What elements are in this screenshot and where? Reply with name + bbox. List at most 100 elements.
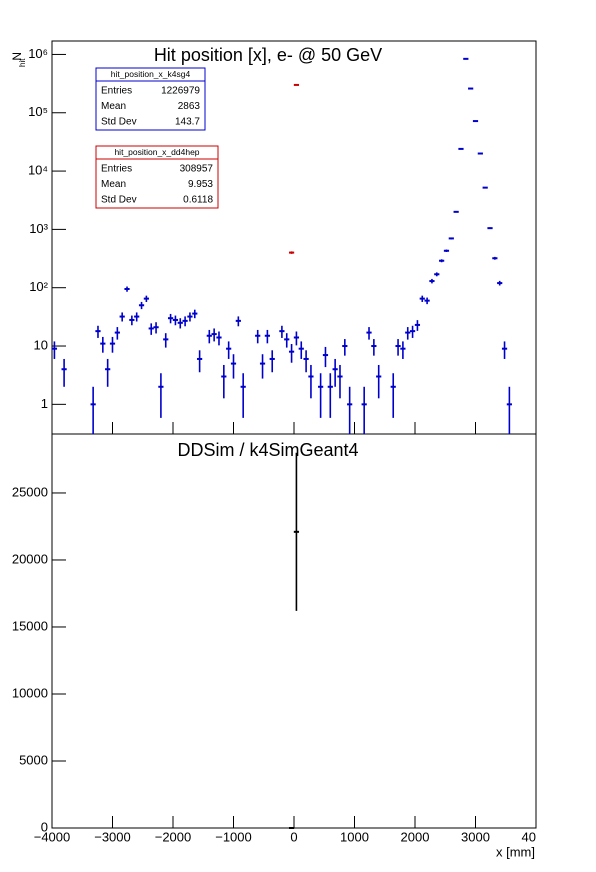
data-point [443,249,450,253]
data-point [409,325,416,338]
stat-title: hit_position_x_k4sg4 [111,69,191,79]
x-tick-label: −4000 [34,829,71,844]
data-point [288,251,295,254]
stat-label: Entries [101,86,132,97]
data-point [259,354,266,379]
data-point [303,350,309,373]
data-point [269,350,275,373]
data-point [216,331,222,346]
data-point [366,327,372,340]
stat-value: 1226979 [161,86,200,97]
stat-value: 308957 [180,164,214,175]
data-point [376,364,382,399]
data-point [235,316,241,327]
data-point [429,278,435,284]
data-point [298,341,304,359]
data-point [187,312,193,322]
y-tick-label: 15000 [12,618,48,633]
data-point [119,312,125,322]
stat-value: 143.7 [175,117,200,128]
y-label-sub: hit [18,58,27,67]
x-tick-label: 40 [522,829,536,844]
data-point [284,333,290,348]
y-axis-label: N hit [10,52,27,67]
data-point [226,341,232,359]
data-point [322,346,329,368]
data-point [395,339,401,356]
data-point [424,297,430,305]
data-point [221,364,227,399]
data-point [400,341,406,359]
stat-label: Std Dev [101,195,137,206]
y-label-main: N [10,52,24,61]
data-point [95,325,101,338]
y-tick-label: 5000 [19,752,48,767]
data-point [109,336,116,353]
stat-value: 2863 [178,101,201,112]
data-point [230,354,237,379]
data-point [240,373,246,418]
data-point [143,295,149,302]
data-point [288,344,295,363]
data-point [497,280,503,286]
y-tick-label: 10000 [12,685,48,700]
data-point [337,364,343,399]
x-tick-label: 0 [290,829,297,844]
x-axis-label: x [mm] [496,844,535,859]
data-point [405,327,411,340]
x-tick-label: −1000 [215,829,252,844]
stat-label: Entries [101,164,132,175]
stat-label: Mean [101,101,126,112]
stat-label: Mean [101,179,126,190]
data-point [163,333,169,348]
data-point [279,325,285,338]
data-point [293,331,300,346]
stat-value: 9.953 [188,179,213,190]
data-point [448,237,454,240]
y-tick-label: 10³ [29,221,48,236]
stat-label: Std Dev [101,117,137,128]
data-point [487,227,493,230]
y-tick-label: 10⁶ [28,46,48,61]
data-point [390,373,396,418]
data-point [182,316,188,327]
data-point [255,329,261,344]
x-tick-label: 3000 [461,829,490,844]
data-point [134,312,140,322]
data-point [342,339,348,356]
data-point [211,328,217,342]
data-point [129,315,135,326]
stat-title: hit_position_x_dd4hep [114,147,199,157]
y-tick-label: 10⁵ [28,104,48,119]
data-point [114,327,120,340]
x-tick-label: −3000 [94,829,131,844]
data-point [439,259,445,263]
data-point [506,386,512,434]
data-point [434,272,440,277]
data-point [172,315,179,326]
data-point [327,373,333,418]
data-point [453,210,459,213]
stat-box [95,67,206,131]
chart-title: Hit position [x], e- @ 50 GeV [154,45,382,65]
data-point [414,320,421,331]
data-point [105,358,111,387]
data-point [197,350,203,373]
y-tick-label: 10⁴ [28,163,48,178]
data-point [332,358,338,387]
y-tick-label: 1 [41,396,48,411]
data-point [177,318,183,329]
data-point [264,329,270,344]
data-point [51,341,58,359]
data-point [167,313,174,324]
y-tick-label: 25000 [12,484,48,499]
stat-value: 0.6118 [183,195,213,206]
y-tick-label: 10 [34,337,48,352]
data-point [347,386,353,434]
data-point [61,358,67,387]
data-point [482,186,488,189]
stat-box [95,145,219,209]
data-point [153,322,159,334]
